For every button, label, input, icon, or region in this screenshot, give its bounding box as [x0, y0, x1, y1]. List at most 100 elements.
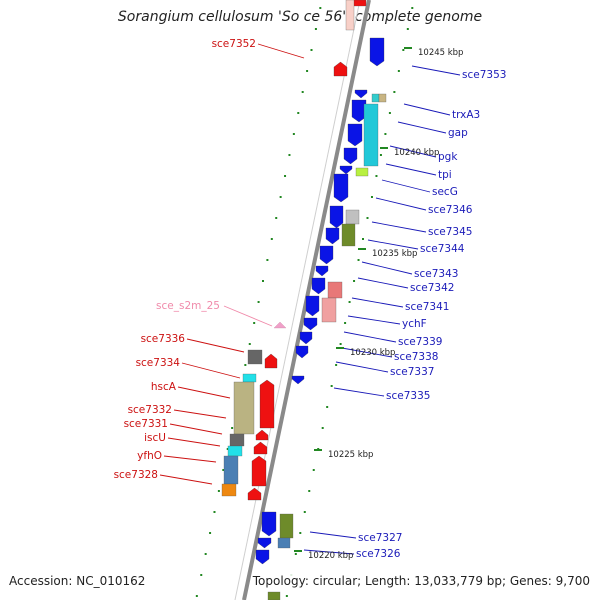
leader-line: [351, 297, 404, 308]
reverse-gene-colored: [223, 455, 239, 485]
forward-gene: [343, 147, 358, 165]
scale-tick-label: 10240 kbp: [394, 148, 439, 158]
forward-gene: [369, 37, 385, 67]
forward-gene-colored: [371, 93, 380, 103]
feature-label-forward: secG: [432, 186, 458, 198]
reverse-gene: [253, 441, 268, 455]
forward-gene: [325, 227, 340, 245]
feature-label-forward: sce7335: [386, 390, 430, 402]
leader-line: [361, 261, 413, 275]
feature-label-forward: sce7342: [410, 282, 454, 294]
leader-line: [397, 121, 447, 134]
leader-line: [385, 163, 437, 176]
forward-gene: [261, 511, 277, 537]
leader-line: [389, 145, 437, 158]
forward-gene-colored: [321, 297, 337, 323]
feature-label-forward: gap: [448, 127, 468, 139]
reverse-gene: [251, 455, 267, 487]
leader-line: [257, 43, 305, 59]
feature-label-forward: sce7337: [390, 366, 434, 378]
leader-line: [367, 239, 419, 250]
leader-line: [303, 549, 355, 555]
feature-track: [221, 0, 387, 600]
feature-label-forward: trxA3: [452, 109, 480, 121]
scale-ticks: 10245 kbp 10240 kbp 10235 kbp 10230 kbp 1022…: [294, 47, 463, 561]
feature-label-rna: sce_s2m_25: [156, 300, 220, 312]
forward-gene: [291, 375, 305, 385]
label-leader-lines: [159, 43, 461, 555]
leader-line: [333, 387, 385, 397]
forward-gene: [333, 173, 349, 203]
leader-line: [341, 347, 393, 358]
feature-label-reverse: yfhO: [137, 450, 162, 462]
feature-labels: sce7353 trxA3 gap pgk tpi secG sce7346 sce7345 s…: [114, 38, 507, 560]
reverse-gene-colored: [345, 0, 355, 31]
leader-line: [335, 361, 389, 373]
scale-tick-label: 10220 kbp: [308, 551, 353, 561]
feature-label-forward: ychF: [402, 318, 427, 330]
leader-line: [169, 423, 223, 435]
backbone-inner-line: [234, 0, 361, 600]
feature-label-forward: sce7346: [428, 204, 473, 216]
reverse-gene-colored: [229, 433, 245, 447]
forward-gene-colored: [378, 93, 387, 103]
accession-text: Accession: NC_010162: [9, 574, 146, 588]
forward-gene: [319, 245, 334, 265]
leader-line: [163, 455, 217, 463]
leader-line: [343, 331, 397, 343]
reverse-gene-colored: [247, 349, 263, 365]
forward-gene-colored: [363, 103, 379, 167]
forward-gene: [329, 205, 344, 229]
reverse-gene-colored: [242, 373, 257, 383]
feature-label-forward: sce7327: [358, 532, 402, 544]
forward-gene-colored: [327, 281, 343, 299]
feature-label-forward: sce7338: [394, 351, 438, 363]
forward-gene-colored: [279, 513, 294, 539]
feature-label-forward: sce7343: [414, 268, 458, 280]
scale-tick-label: 10245 kbp: [418, 48, 463, 58]
reverse-gene: [247, 487, 262, 501]
scale-tick-label: 10230 kbp: [350, 348, 395, 358]
feature-label-reverse: hscA: [151, 381, 177, 393]
leader-line: [223, 305, 273, 327]
leader-line: [186, 338, 245, 353]
leader-line: [371, 221, 427, 233]
feature-label-forward: sce7345: [428, 226, 472, 238]
reverse-gene: [259, 379, 275, 429]
forward-gene: [299, 331, 313, 345]
forward-gene-colored: [341, 223, 356, 247]
feature-label-forward: sce7339: [398, 336, 442, 348]
forward-gene: [347, 123, 363, 147]
forward-gene-colored: [267, 591, 281, 600]
forward-gene: [315, 265, 329, 277]
reverse-gene-colored: [233, 381, 255, 435]
rna-feature: [273, 321, 287, 329]
forward-gene: [311, 277, 326, 295]
leader-line: [357, 277, 409, 289]
feature-label-reverse: sce7328: [114, 469, 158, 481]
genome-stats-text: Topology: circular; Length: 13,033,779 b…: [252, 574, 590, 588]
feature-label-reverse: sce7331: [124, 418, 168, 430]
forward-gene: [257, 537, 272, 549]
forward-gene: [351, 99, 367, 123]
forward-gene: [354, 89, 368, 99]
reverse-gene: [333, 61, 348, 77]
scale-tick-label: 10235 kbp: [372, 249, 417, 259]
feature-label-reverse: sce7352: [212, 38, 256, 50]
feature-label-reverse: sce7332: [128, 404, 172, 416]
feature-label-forward: sce7326: [356, 548, 401, 560]
feature-label-forward: sce7353: [462, 69, 506, 81]
reverse-gene: [264, 353, 278, 369]
leader-line: [173, 409, 227, 419]
leader-line: [347, 315, 401, 325]
genome-backbone: [234, 0, 371, 600]
forward-gene: [255, 549, 270, 565]
feature-label-forward: pgk: [438, 151, 458, 163]
reverse-gene-colored: [221, 483, 237, 497]
forward-gene: [303, 317, 318, 331]
feature-label-reverse: iscU: [144, 432, 166, 444]
forward-gene: [295, 345, 309, 359]
leader-line: [375, 197, 427, 211]
feature-label-forward: sce7341: [405, 301, 449, 313]
